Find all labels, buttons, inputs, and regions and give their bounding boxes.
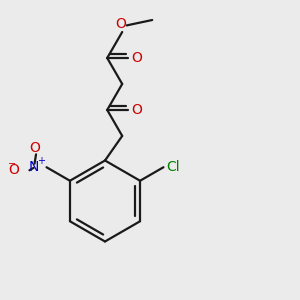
- Text: Cl: Cl: [167, 160, 180, 174]
- Text: O: O: [29, 141, 40, 155]
- Text: N: N: [29, 160, 39, 174]
- Text: O: O: [8, 163, 19, 177]
- Text: O: O: [115, 16, 126, 31]
- Text: −: −: [8, 159, 16, 169]
- Text: O: O: [131, 51, 142, 65]
- Text: +: +: [37, 156, 44, 166]
- Text: O: O: [131, 103, 142, 117]
